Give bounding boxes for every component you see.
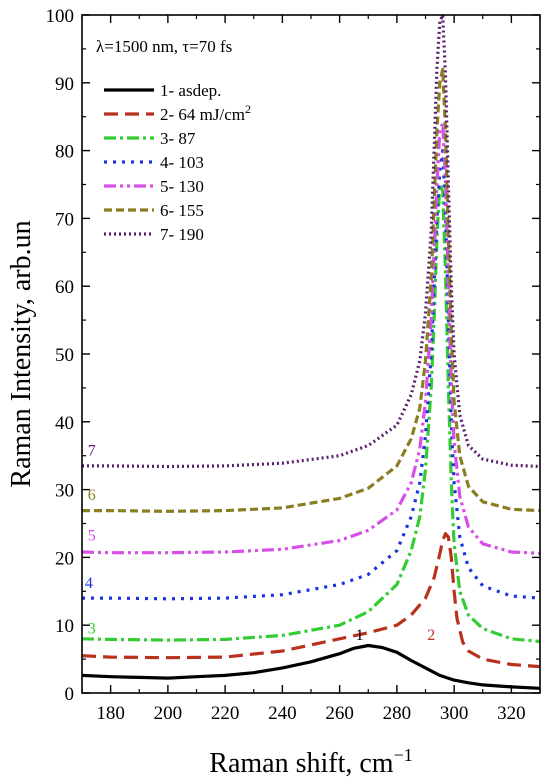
- y-tick-label: 60: [55, 277, 74, 298]
- y-tick-label: 90: [55, 74, 74, 95]
- curve-label-6: 6: [88, 487, 96, 504]
- series-line-7: [82, 13, 541, 469]
- x-tick-label: 260: [325, 703, 354, 724]
- plot-frame: [81, 14, 541, 694]
- series-line-6: [82, 67, 541, 513]
- legend-label-1: 1- asdep.: [160, 81, 221, 100]
- series-line-3: [81, 182, 541, 644]
- x-tick-label: 320: [497, 703, 526, 724]
- legend-label-6: 6- 155: [160, 201, 204, 220]
- curve-label-7: 7: [88, 443, 96, 460]
- curve-label-5: 5: [88, 527, 96, 544]
- x-axis-title-text: Raman shift, cm: [209, 748, 394, 779]
- x-axis-title: Raman shift, cm−1: [209, 745, 412, 779]
- y-axis-title: Raman Intensity, arb.un: [6, 220, 37, 487]
- curve-label-4: 4: [85, 575, 93, 592]
- legend-label-7: 7- 190: [160, 225, 204, 244]
- curve-label-3: 3: [88, 620, 96, 637]
- x-tick-label: 240: [268, 703, 297, 724]
- legend: 1- asdep. 2- 64 mJ/cm2 3- 87 4- 103 5- 130 6-…: [104, 81, 251, 244]
- legend-label-5: 5- 130: [160, 177, 204, 196]
- y-tick-label: 20: [55, 548, 74, 569]
- legend-label-2: 2- 64 mJ/cm2: [160, 102, 251, 124]
- series-line-2: [81, 532, 541, 669]
- legend-label-3: 3- 87: [160, 129, 196, 148]
- legend-label-4: 4- 103: [160, 153, 204, 172]
- x-tick-label: 300: [440, 703, 469, 724]
- curve-labels: 1 2 3 4 5 6 7: [85, 443, 435, 644]
- tick-labels: 180 200 220 240 260 280 300 320 0 10 20 30 40 50 60 70 8…: [46, 6, 526, 724]
- y-tick-label: 0: [65, 684, 75, 705]
- x-tick-label: 220: [211, 703, 240, 724]
- x-tick-label: 180: [96, 703, 125, 724]
- x-axis-title-superscript: −1: [394, 745, 413, 765]
- series-layer: [81, 13, 541, 690]
- y-tick-label: 70: [55, 209, 74, 230]
- series-line-1: [81, 643, 541, 690]
- y-tick-label: 30: [55, 481, 74, 502]
- axis-ticks: [81, 14, 541, 694]
- y-tick-label: 40: [55, 413, 74, 434]
- x-tick-label: 280: [383, 703, 412, 724]
- y-tick-label: 10: [55, 616, 74, 637]
- laser-parameters-annotation: λ=1500 nm, τ=70 fs: [96, 37, 232, 56]
- curve-label-2: 2: [427, 627, 435, 644]
- series-line-4: [82, 149, 541, 601]
- y-tick-label: 100: [46, 6, 75, 27]
- y-tick-label: 80: [55, 142, 74, 163]
- curve-label-1: 1: [356, 627, 364, 644]
- y-tick-label: 50: [55, 345, 74, 366]
- x-tick-label: 200: [154, 703, 183, 724]
- series-line-5: [81, 121, 541, 555]
